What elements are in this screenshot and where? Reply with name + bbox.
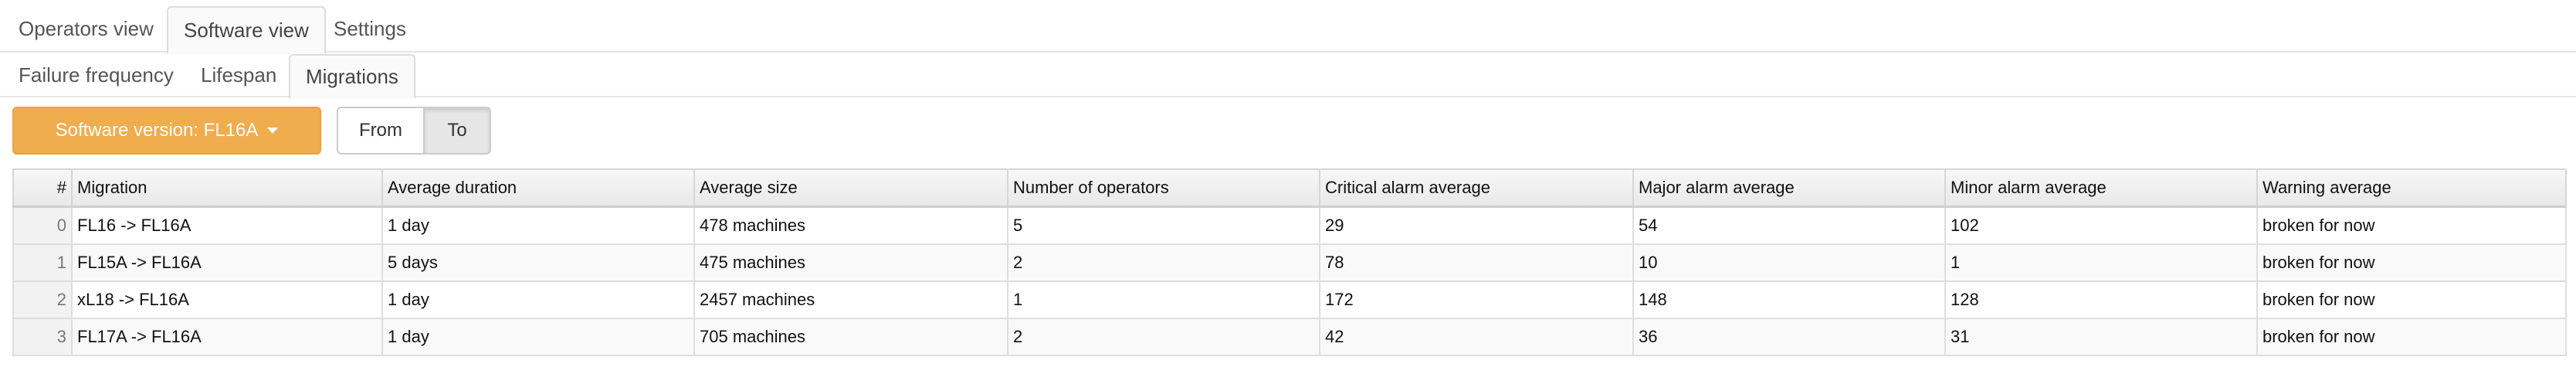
- migrations-table: # Migration Average duration Average siz…: [12, 168, 2567, 356]
- major-alarm-average-cell: 54: [1632, 206, 1946, 245]
- table-row[interactable]: 2 xL18 -> FL16A 1 day 2457 machines 1 17…: [12, 280, 2567, 319]
- average-duration-cell: 1 day: [381, 280, 695, 319]
- tab-software-view[interactable]: Software view: [167, 6, 326, 54]
- secondary-tab-bar: Failure frequency Lifespan Migrations: [0, 53, 2576, 99]
- critical-alarm-average-cell: 42: [1319, 318, 1634, 356]
- number-of-operators-cell: 1: [1007, 280, 1320, 319]
- primary-tab-bar: Operators view Software view Settings: [0, 0, 2576, 54]
- warning-average-cell: broken for now: [2256, 243, 2567, 282]
- critical-alarm-average-cell: 78: [1319, 243, 1634, 282]
- minor-alarm-average-cell: 31: [1944, 318, 2258, 356]
- number-of-operators-cell: 2: [1007, 243, 1320, 282]
- row-index-cell: 2: [12, 280, 73, 319]
- tab-migrations[interactable]: Migrations: [289, 54, 415, 99]
- average-size-cell: 705 machines: [693, 318, 1008, 356]
- table-row[interactable]: 0 FL16 -> FL16A 1 day 478 machines 5 29 …: [12, 206, 2567, 245]
- software-version-label: Software version: FL16A: [55, 120, 259, 141]
- from-button[interactable]: From: [337, 107, 425, 155]
- average-size-cell: 478 machines: [693, 206, 1008, 245]
- column-header-major-alarm-average[interactable]: Major alarm average: [1632, 168, 1946, 208]
- tab-operators-view[interactable]: Operators view: [19, 16, 154, 40]
- row-index-cell: 0: [12, 206, 73, 245]
- warning-average-cell: broken for now: [2256, 206, 2567, 245]
- direction-toggle-group: From To: [337, 107, 491, 155]
- software-version-dropdown[interactable]: Software version: FL16A: [12, 107, 321, 155]
- critical-alarm-average-cell: 29: [1319, 206, 1634, 245]
- major-alarm-average-cell: 148: [1632, 280, 1946, 319]
- row-index-cell: 3: [12, 318, 73, 356]
- column-header-migration[interactable]: Migration: [71, 168, 383, 208]
- average-duration-cell: 1 day: [381, 206, 695, 245]
- warning-average-cell: broken for now: [2256, 280, 2567, 319]
- column-header-critical-alarm-average[interactable]: Critical alarm average: [1319, 168, 1634, 208]
- column-header-index[interactable]: #: [12, 168, 73, 208]
- critical-alarm-average-cell: 172: [1319, 280, 1634, 319]
- migration-cell: FL17A -> FL16A: [71, 318, 383, 356]
- column-header-number-of-operators[interactable]: Number of operators: [1007, 168, 1320, 208]
- column-header-average-duration[interactable]: Average duration: [381, 168, 695, 208]
- table-header-row: # Migration Average duration Average siz…: [12, 168, 2567, 208]
- row-index-cell: 1: [12, 243, 73, 282]
- migration-cell: xL18 -> FL16A: [71, 280, 383, 319]
- to-button[interactable]: To: [425, 107, 491, 155]
- table-row[interactable]: 3 FL17A -> FL16A 1 day 705 machines 2 42…: [12, 318, 2567, 356]
- tab-settings[interactable]: Settings: [334, 16, 406, 40]
- major-alarm-average-cell: 36: [1632, 318, 1946, 356]
- migration-cell: FL16 -> FL16A: [71, 206, 383, 245]
- column-header-warning-average[interactable]: Warning average: [2256, 168, 2567, 208]
- caret-down-icon: [267, 128, 279, 134]
- number-of-operators-cell: 5: [1007, 206, 1320, 245]
- number-of-operators-cell: 2: [1007, 318, 1320, 356]
- column-header-minor-alarm-average[interactable]: Minor alarm average: [1944, 168, 2258, 208]
- column-header-average-size[interactable]: Average size: [693, 168, 1008, 208]
- minor-alarm-average-cell: 128: [1944, 280, 2258, 319]
- tab-failure-frequency[interactable]: Failure frequency: [19, 63, 174, 87]
- migration-cell: FL15A -> FL16A: [71, 243, 383, 282]
- tab-lifespan[interactable]: Lifespan: [201, 63, 277, 87]
- average-duration-cell: 5 days: [381, 243, 695, 282]
- minor-alarm-average-cell: 1: [1944, 243, 2258, 282]
- average-size-cell: 475 machines: [693, 243, 1008, 282]
- average-size-cell: 2457 machines: [693, 280, 1008, 319]
- minor-alarm-average-cell: 102: [1944, 206, 2258, 245]
- major-alarm-average-cell: 10: [1632, 243, 1946, 282]
- warning-average-cell: broken for now: [2256, 318, 2567, 356]
- average-duration-cell: 1 day: [381, 318, 695, 356]
- table-row[interactable]: 1 FL15A -> FL16A 5 days 475 machines 2 7…: [12, 243, 2567, 282]
